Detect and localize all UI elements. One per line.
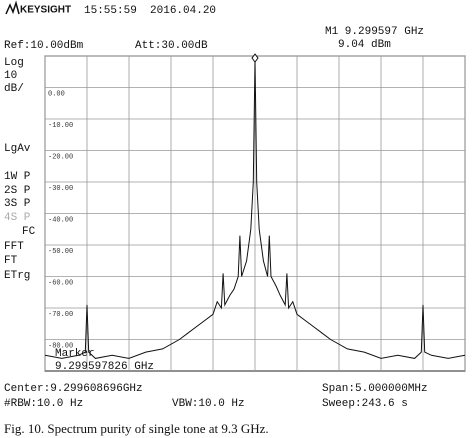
marker-freq: M1 9.299597 GHz [325,26,424,38]
trace-state: 4S P [4,212,31,224]
scale: Log [4,57,24,69]
screen [0,0,474,418]
trace-state: 1W P [4,171,31,183]
fft: FFT [4,241,24,253]
plot: 0.00 -10.00 -20.00 -30.00 -40.00 -50.00 -60.00… [44,53,466,372]
ref-level: Ref:10.00dBm [4,40,84,52]
y-tick-label: -80.00 [48,342,73,350]
marker-readout: 9.299597826 GHz [55,361,154,373]
trig: ETrg [4,270,30,282]
center: Center:9.299608696GHz [4,383,143,395]
caption: Fig. 10. Spectrum purity of single tone … [4,421,269,436]
marker-diamond [251,53,259,63]
y-tick-label: -50.00 [48,248,73,256]
div: 10 [4,70,17,82]
y-tick-label: -10.00 [48,122,73,130]
timestamp: 15:55:59 2016.04.20 [84,5,216,17]
vbw: VBW:10.0 Hz [172,398,245,410]
rbw: #RBW:10.0 Hz [4,398,83,410]
y-tick-label: -30.00 [48,185,73,193]
fc: FC [22,226,36,238]
y-tick-label: -70.00 [48,311,73,319]
span: Span:5.000000MHz [322,383,428,395]
trace-state: 2S P [4,185,31,197]
brand: KEYSIGHT [20,5,71,16]
y-tick-label: -60.00 [48,279,73,287]
ft: FT [4,255,18,267]
attenuation: Att:30.00dB [135,40,208,52]
y-tick-label: -40.00 [48,216,73,224]
unit: dB/ [4,83,24,95]
trace-state: 3S P [4,198,31,210]
avg: LgAv [4,143,31,155]
y-tick-label: 0.00 [48,90,65,98]
y-tick-label: -20.00 [48,153,73,161]
sweep: Sweep:243.6 s [322,398,408,410]
marker-level: 9.04 dBm [338,39,391,51]
logo-icon [5,0,20,15]
marker-label: Marker [55,348,95,360]
